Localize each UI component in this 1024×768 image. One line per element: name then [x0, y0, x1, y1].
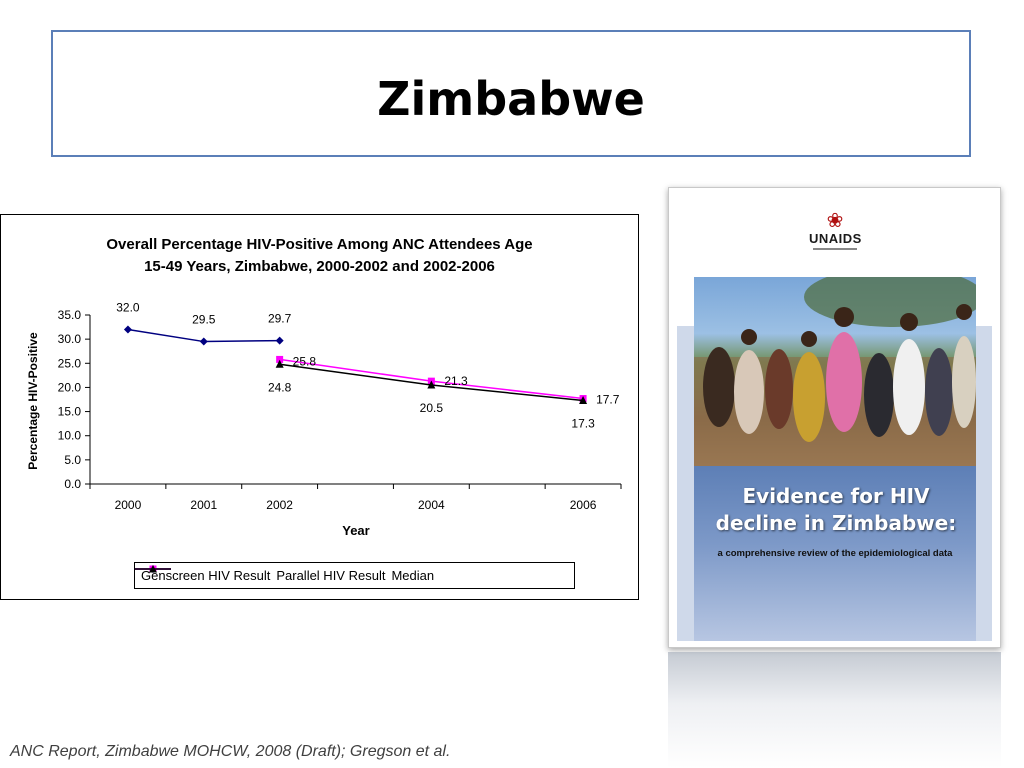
x-tick-label: 2006: [570, 498, 597, 512]
cover-edge-right: [975, 326, 992, 641]
y-tick-label: 25.0: [58, 356, 82, 370]
data-label: 17.7: [596, 393, 620, 407]
cover-edge-left: [677, 326, 694, 641]
y-tick-label: 35.0: [58, 308, 82, 322]
unaids-logo: ❀ UNAIDS: [809, 210, 861, 264]
data-point-triangle: [579, 395, 588, 404]
legend-marker-triangle-icon: [135, 565, 171, 573]
chart-title-line1: Overall Percentage HIV-Positive Among AN…: [106, 236, 533, 253]
data-label: 21.3: [444, 374, 468, 388]
data-label: 20.5: [420, 401, 444, 415]
data-label: 29.5: [192, 313, 216, 327]
data-label: 24.8: [268, 380, 292, 394]
legend-label-genscreen: Genscreen HIV Result: [141, 568, 271, 583]
y-tick-label: 20.0: [58, 380, 82, 394]
x-tick-label: 2000: [115, 498, 142, 512]
logo-divider: [813, 248, 857, 250]
cover-photo-crowd: [694, 277, 976, 466]
x-tick-label: 2004: [418, 498, 445, 512]
slide-title-box: Zimbabwe: [51, 30, 971, 157]
un-emblem-icon: ❀: [826, 210, 844, 232]
legend-label-parallel: Parallel HIV Result: [276, 568, 386, 583]
legend-item-median: Median: [135, 565, 435, 583]
chart-legend: Genscreen HIV Result Parallel HIV Result…: [134, 562, 575, 589]
source-citation: ANC Report, Zimbabwe MOHCW, 2008 (Draft)…: [10, 743, 451, 760]
chart-title-line2: 15-49 Years, Zimbabwe, 2000-2002 and 200…: [144, 258, 495, 275]
data-label: 32.0: [116, 300, 140, 314]
data-point-diamond: [123, 325, 132, 334]
crowd-photo-illustration: [694, 277, 976, 466]
chart-title: Overall Percentage HIV-Positive Among AN…: [31, 234, 608, 278]
slide-title: Zimbabwe: [377, 72, 645, 126]
cover-title-panel: Evidence for HIV decline in Zimbabwe: a …: [694, 466, 976, 641]
data-label: 29.7: [268, 312, 292, 326]
y-tick-label: 10.0: [58, 429, 82, 443]
chart-plot-area: 0.0 5.0 10.0 15.0 20.0 25.0 30.0 35.0 2000 2001 20…: [58, 300, 622, 512]
y-axis-title: Percentage HIV-Positive: [26, 332, 40, 470]
data-point-diamond: [275, 336, 284, 345]
report-cover-image: ❀ UNAIDS Evidence for HIV decline in Zim…: [668, 187, 1001, 648]
legend-label-median: Median: [391, 568, 435, 583]
y-tick-label: 30.0: [58, 332, 82, 346]
hiv-prevalence-chart: 0.0 5.0 10.0 15.0 20.0 25.0 30.0 35.0 2000 2001 20…: [0, 214, 639, 600]
logo-wordmark: UNAIDS: [809, 231, 862, 246]
data-point-triangle: [427, 380, 436, 389]
legend-item-parallel: Parallel HIV Result: [135, 565, 386, 583]
data-point-square: [276, 355, 284, 363]
data-point-diamond: [199, 337, 208, 346]
y-tick-label: 5.0: [64, 453, 81, 467]
y-tick-label: 15.0: [58, 405, 82, 419]
data-label: 17.3: [571, 416, 595, 430]
cover-heading: Evidence for HIV decline in Zimbabwe:: [715, 484, 957, 535]
y-tick-label: 0.0: [64, 477, 81, 491]
data-point-triangle: [275, 359, 284, 368]
x-tick-label: 2001: [190, 498, 217, 512]
x-tick-label: 2002: [266, 498, 293, 512]
x-axis-title: Year: [342, 523, 370, 538]
data-label: 25.8: [293, 354, 317, 368]
cover-subheading: a comprehensive review of the epidemiolo…: [717, 548, 953, 559]
cover-reflection: [668, 652, 1001, 768]
